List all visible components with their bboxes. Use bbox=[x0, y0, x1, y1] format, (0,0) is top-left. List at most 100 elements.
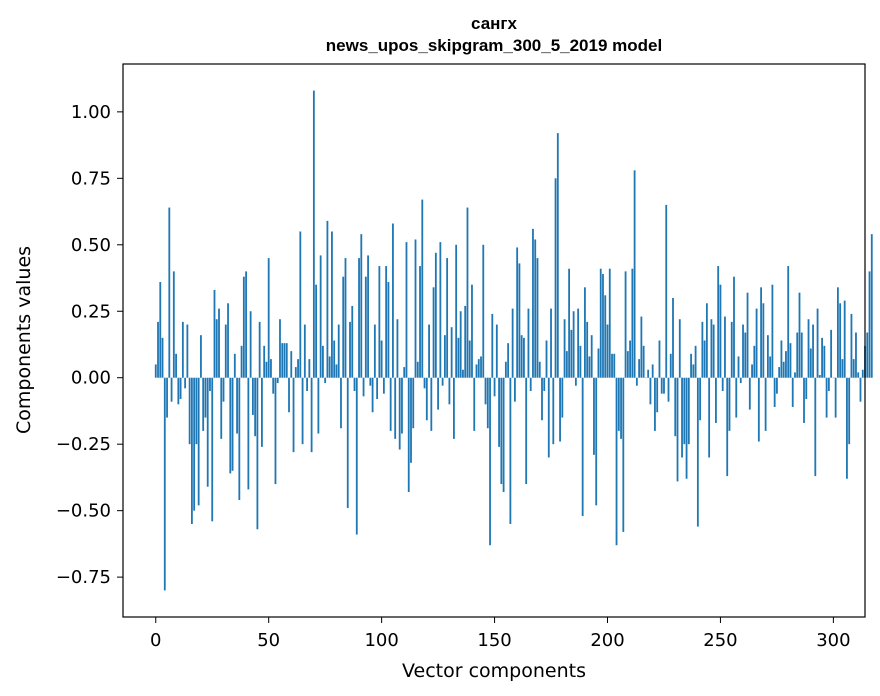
bar bbox=[301, 377, 304, 445]
x-axis-label: Vector components bbox=[402, 660, 586, 682]
bar bbox=[850, 313, 853, 378]
bar bbox=[726, 377, 729, 477]
bar bbox=[584, 287, 586, 378]
y-tick-label: 0.75 bbox=[71, 168, 111, 189]
bar bbox=[870, 234, 873, 378]
bar bbox=[355, 377, 358, 535]
bar bbox=[692, 364, 695, 378]
bar bbox=[800, 332, 803, 378]
bar bbox=[809, 348, 812, 378]
bar bbox=[617, 377, 620, 431]
y-tick-label: 0.25 bbox=[71, 301, 111, 322]
bar bbox=[371, 377, 374, 413]
bar bbox=[687, 377, 690, 445]
bar bbox=[204, 377, 207, 418]
bar bbox=[270, 359, 272, 378]
bar bbox=[480, 356, 482, 378]
bar bbox=[459, 311, 462, 378]
bar bbox=[333, 340, 336, 378]
bar bbox=[401, 377, 403, 434]
bar bbox=[299, 231, 302, 378]
bar bbox=[543, 377, 546, 392]
bar bbox=[859, 377, 862, 402]
bar bbox=[733, 276, 735, 378]
bar bbox=[841, 359, 844, 378]
bar bbox=[807, 319, 810, 378]
bar bbox=[513, 377, 516, 402]
bar bbox=[712, 324, 715, 378]
bar bbox=[392, 223, 394, 378]
bar bbox=[322, 345, 324, 378]
bar bbox=[211, 377, 214, 522]
bar bbox=[760, 287, 762, 378]
bar bbox=[611, 353, 613, 378]
x-tick-label: 100 bbox=[364, 630, 398, 651]
bar bbox=[516, 247, 519, 378]
bar bbox=[396, 319, 399, 378]
bar bbox=[312, 90, 315, 378]
bar bbox=[843, 300, 846, 378]
bar bbox=[796, 332, 799, 378]
bar bbox=[622, 377, 625, 532]
bar bbox=[753, 345, 756, 378]
bar bbox=[502, 377, 505, 493]
bar bbox=[186, 324, 189, 378]
bar bbox=[581, 377, 584, 516]
bar bbox=[599, 268, 602, 378]
bar bbox=[762, 303, 765, 378]
bar bbox=[175, 353, 177, 378]
bar bbox=[534, 239, 537, 378]
bar bbox=[468, 340, 471, 378]
bar bbox=[206, 377, 209, 487]
bar bbox=[563, 319, 566, 378]
bar bbox=[852, 359, 855, 378]
bar bbox=[335, 364, 338, 378]
bar bbox=[163, 377, 166, 591]
bar bbox=[493, 377, 496, 397]
bar bbox=[462, 369, 464, 378]
bar bbox=[868, 271, 871, 378]
bar bbox=[276, 377, 279, 384]
x-tick-label: 300 bbox=[816, 630, 850, 651]
bar bbox=[764, 377, 767, 431]
bar bbox=[739, 377, 742, 384]
bar bbox=[471, 284, 473, 378]
bar bbox=[439, 242, 442, 378]
x-tick-label: 250 bbox=[703, 630, 737, 651]
bar bbox=[669, 353, 672, 378]
bar bbox=[525, 377, 528, 485]
bar bbox=[604, 295, 607, 378]
bar bbox=[475, 364, 478, 378]
bar bbox=[590, 335, 593, 378]
bar bbox=[324, 377, 327, 384]
bar bbox=[755, 308, 758, 378]
bar bbox=[780, 340, 783, 378]
bar bbox=[821, 337, 823, 378]
bar bbox=[482, 244, 485, 378]
bar bbox=[358, 258, 360, 378]
bar bbox=[746, 292, 749, 378]
bar bbox=[213, 289, 216, 378]
bar bbox=[694, 345, 697, 378]
bar bbox=[310, 377, 313, 453]
bar bbox=[202, 377, 205, 431]
bar bbox=[776, 377, 778, 394]
bar bbox=[683, 377, 686, 445]
bar bbox=[823, 345, 826, 378]
bar bbox=[814, 377, 817, 477]
bar bbox=[274, 377, 277, 485]
bar bbox=[364, 276, 367, 378]
bar bbox=[434, 252, 437, 378]
bar bbox=[484, 377, 487, 405]
bar bbox=[466, 207, 469, 378]
bar bbox=[744, 332, 747, 378]
bar bbox=[640, 316, 643, 378]
bar bbox=[791, 377, 794, 407]
bar bbox=[317, 377, 320, 434]
bar bbox=[240, 345, 243, 378]
bar bbox=[861, 369, 864, 378]
bar bbox=[588, 356, 591, 378]
bar bbox=[177, 377, 180, 405]
bar bbox=[190, 377, 193, 524]
bar bbox=[349, 321, 351, 378]
